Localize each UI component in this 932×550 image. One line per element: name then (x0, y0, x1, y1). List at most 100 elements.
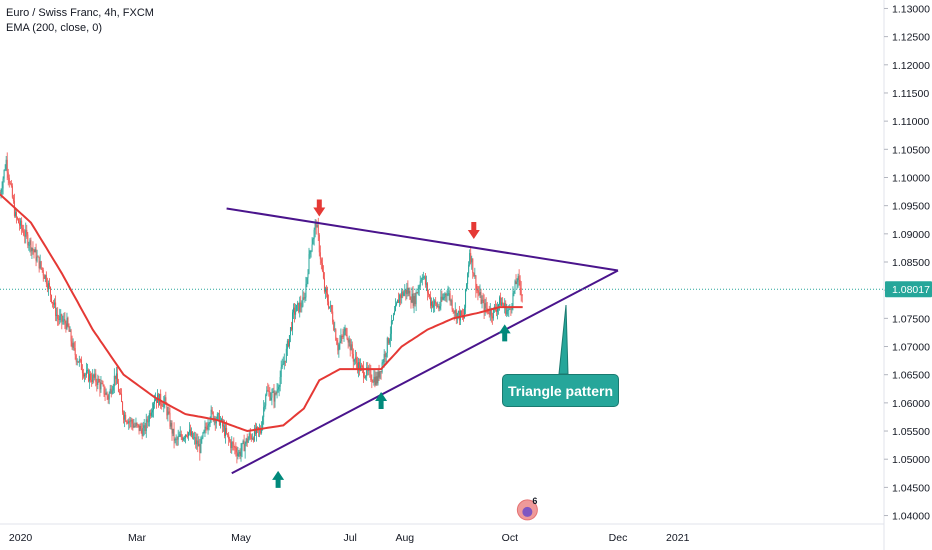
candle-body (26, 229, 28, 235)
candle-body (272, 391, 274, 393)
candle-body (453, 311, 455, 314)
candle-body (31, 248, 33, 252)
candle-body (22, 228, 24, 231)
candle-body (434, 300, 436, 305)
candle-body (312, 239, 314, 245)
candle-body (495, 309, 497, 312)
candle-body (140, 425, 142, 430)
candle-body (165, 397, 167, 405)
candle-body (432, 301, 434, 308)
triangle-trendlines[interactable] (226, 207, 619, 475)
candle-body (47, 283, 49, 289)
candle-body (250, 435, 252, 439)
candlestick-series (0, 152, 523, 464)
candle-body (71, 341, 73, 348)
time-tick-label: Aug (395, 532, 414, 544)
candle-body (455, 310, 457, 320)
time-tick-label: Dec (609, 532, 628, 544)
candle-body (233, 443, 235, 448)
candle-body (284, 360, 286, 362)
candle-body (512, 293, 514, 306)
candle-body (164, 397, 166, 402)
candle-body (415, 292, 417, 305)
candle-body (234, 447, 236, 449)
candle-body (402, 291, 404, 296)
candle-body (94, 373, 96, 378)
candle-body (310, 250, 312, 252)
candle-body (69, 330, 71, 332)
candle-body (48, 283, 50, 287)
candle-body (271, 392, 273, 398)
candle-body (125, 414, 127, 422)
candle-body (336, 340, 338, 345)
time-tick-label: Jul (343, 532, 356, 544)
candle-body (39, 261, 41, 269)
candle-body (296, 304, 298, 312)
candle-body (276, 389, 278, 394)
candle-body (397, 299, 399, 303)
candle-body (348, 339, 350, 343)
candle-body (75, 355, 77, 362)
candle-body (403, 292, 405, 296)
candle-body (231, 442, 233, 449)
candle-body (169, 412, 171, 427)
candle-body (292, 312, 294, 330)
candle-body (189, 429, 191, 433)
candle-body (205, 426, 207, 429)
event-badge[interactable]: 6 (516, 496, 538, 521)
candle-body (43, 275, 45, 279)
candle-body (63, 318, 65, 321)
candle-body (59, 316, 61, 321)
candle-body (246, 438, 248, 443)
candle-body (96, 381, 98, 385)
candle-body (105, 392, 107, 395)
triangle-pattern-callout[interactable]: Triangle pattern (502, 374, 619, 407)
up-arrow-icon (498, 324, 511, 342)
candle-body (436, 303, 438, 307)
candle-body (163, 401, 165, 407)
candle-body (110, 388, 112, 394)
candle-body (305, 283, 307, 298)
candle-body (288, 335, 290, 347)
candle-body (114, 375, 116, 379)
time-axis: 2020 Mar May Jul Aug Oct Dec 2021 (9, 532, 690, 544)
candle-body (401, 291, 403, 298)
price-tick-label: 1.05500 (892, 426, 930, 438)
candle-body (128, 420, 130, 424)
candle-body (212, 412, 214, 421)
candle-body (395, 305, 397, 312)
candle-body (61, 314, 63, 322)
candle-body (357, 362, 359, 371)
candle-body (265, 394, 267, 406)
candle-body (282, 364, 284, 366)
price-tick-label: 1.12500 (892, 32, 930, 44)
candle-body (117, 383, 119, 392)
candle-body (60, 314, 62, 317)
lower-trendline (231, 269, 619, 475)
candle-body (479, 292, 481, 295)
candle-body (248, 433, 250, 439)
candle-body (72, 343, 74, 348)
candle-body (87, 370, 89, 371)
candle-body (474, 275, 476, 277)
candle-body (56, 314, 58, 316)
candle-body (294, 307, 296, 315)
price-tick-label: 1.04500 (892, 482, 930, 494)
indicator-label[interactable]: EMA (200, close, 0) (6, 22, 102, 34)
candle-body (425, 283, 427, 285)
candle-body (108, 393, 110, 400)
candle-body (68, 325, 70, 332)
candle-body (133, 425, 135, 428)
candle-body (484, 303, 486, 312)
candle-body (404, 289, 406, 293)
candle-body (177, 436, 179, 440)
symbol-title[interactable]: Euro / Swiss Franc, 4h, FXCM (6, 7, 154, 19)
candle-body (142, 427, 144, 436)
price-tick-label: 1.04000 (892, 511, 930, 523)
candle-body (88, 370, 90, 382)
candle-body (334, 329, 336, 331)
candle-body (516, 281, 518, 285)
candle-body (308, 254, 310, 274)
candle-body (151, 410, 153, 413)
